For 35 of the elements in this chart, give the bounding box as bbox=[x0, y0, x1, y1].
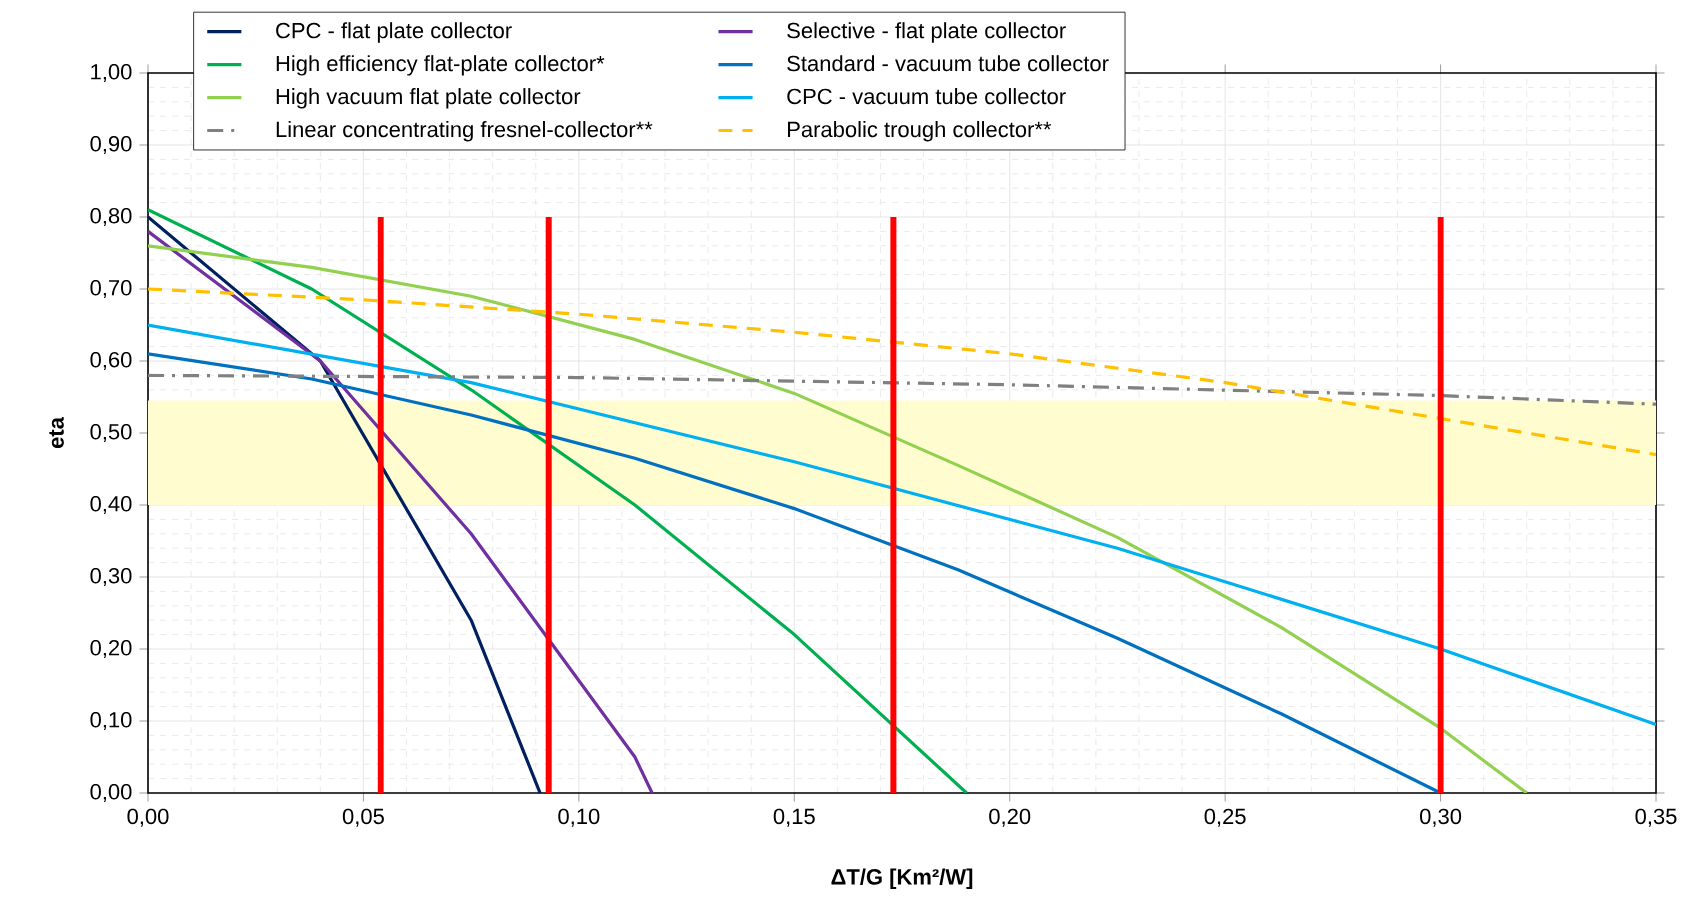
y-tick-label: 0,20 bbox=[90, 639, 132, 659]
y-tick-label: 0,80 bbox=[90, 207, 132, 227]
legend-label: CPC - vacuum tube collector bbox=[787, 88, 1066, 105]
x-tick-label: 0,20 bbox=[989, 808, 1031, 827]
y-axis-title: eta bbox=[49, 416, 64, 449]
y-tick-label: 1,00 bbox=[91, 63, 132, 83]
line-series bbox=[148, 373, 1657, 406]
x-tick-label: 0,05 bbox=[342, 808, 384, 827]
y-tick-label: 0,40 bbox=[90, 495, 132, 515]
x-axis-title: ΔT/G [Km²/W] bbox=[831, 868, 973, 889]
legend-label: Linear concentrating fresnel-collector** bbox=[276, 121, 653, 142]
y-tick-label: 0,90 bbox=[90, 135, 132, 155]
y-tick-label: 0,30 bbox=[90, 567, 132, 587]
line-series bbox=[148, 215, 542, 793]
y-tick-label: 0,10 bbox=[90, 711, 132, 731]
legend-label: High vacuum flat plate collector bbox=[276, 88, 581, 109]
x-tick-label: 0,30 bbox=[1420, 808, 1462, 827]
x-tick-label: 0,15 bbox=[773, 808, 815, 827]
y-tick-label: 0,60 bbox=[90, 351, 132, 371]
x-tick-label: 0,10 bbox=[558, 808, 600, 827]
legend-label: High efficiency flat-plate collector* bbox=[276, 55, 605, 76]
legend-label: Parabolic trough collector** bbox=[788, 121, 1052, 142]
line-series bbox=[148, 323, 1657, 727]
legend-label: CPC - flat plate collector bbox=[276, 22, 512, 43]
line-series bbox=[148, 244, 1529, 793]
legend-label: Selective - flat plate collector bbox=[787, 22, 1066, 43]
y-tick-label: 0,70 bbox=[90, 279, 132, 299]
y-tick-label: 0,50 bbox=[90, 423, 132, 443]
x-tick-label: 0,00 bbox=[127, 808, 169, 827]
y-tick-label: 0,00 bbox=[90, 783, 132, 803]
text: Standard - vacuum tube collector bbox=[787, 55, 1109, 72]
line-series bbox=[148, 229, 654, 793]
x-tick-label: 0,35 bbox=[1635, 808, 1677, 827]
x-tick-label: 0,25 bbox=[1204, 808, 1246, 827]
line-series bbox=[148, 208, 969, 793]
